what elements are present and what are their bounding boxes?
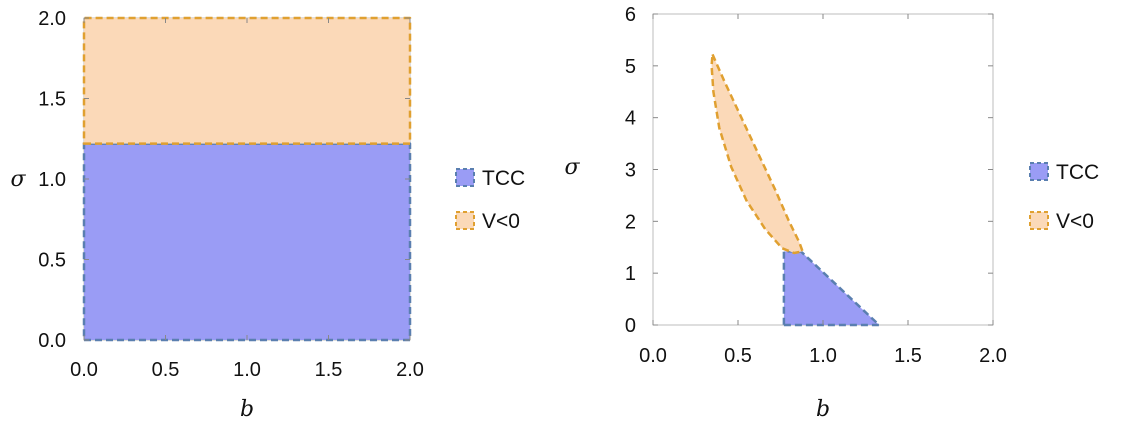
legend: TCC V<0 [1029, 161, 1099, 233]
y-tick-label: 2 [625, 211, 636, 233]
chart-1: 0.0 0.5 1.0 1.5 2.0 0.0 0.5 1.0 1.5 2.0 b σ TCC V<0 [10, 8, 525, 421]
x-tick-label: 0.5 [152, 359, 180, 381]
x-axis-label: b [816, 397, 830, 421]
legend: TCC V<0 [455, 167, 525, 233]
region-v0 [710, 53, 804, 255]
x-tick-label: 1.0 [233, 359, 261, 381]
x-tick-label: 2.0 [396, 359, 424, 381]
y-tick-label: 6 [625, 4, 636, 26]
y-tick-label: 5 [625, 56, 636, 78]
y-tick-label: 1.5 [38, 89, 66, 111]
y-tick-label: 3 [625, 160, 636, 182]
legend-swatch-v0 [455, 211, 475, 230]
region-v0 [82, 16, 412, 145]
y-tick-label: 2.0 [38, 8, 66, 30]
y-axis-label: σ [564, 155, 580, 180]
x-tick-label: 0.5 [724, 345, 752, 367]
y-tick-label: 1 [625, 263, 636, 285]
x-tick-label: 2.0 [979, 345, 1007, 367]
y-tick-label: 1.0 [38, 169, 66, 191]
region-tcc [782, 250, 881, 327]
x-tick-label: 0.0 [639, 345, 667, 367]
legend-label-v0: V<0 [1056, 210, 1094, 233]
x-tick-label: 1.5 [894, 345, 922, 367]
legend-swatch-tcc [455, 168, 475, 187]
legend-swatch-tcc [1029, 162, 1049, 181]
legend-label-v0: V<0 [482, 210, 520, 233]
y-tick-label: 0.5 [38, 250, 66, 272]
legend-swatch-v0 [1029, 211, 1049, 230]
y-axis-label: σ [10, 167, 26, 192]
legend-label-tcc: TCC [1056, 161, 1099, 184]
x-tick-label: 1.5 [315, 359, 343, 381]
region-tcc [82, 142, 412, 342]
y-tick-label: 0.0 [38, 330, 66, 352]
y-tick-label: 4 [625, 108, 636, 130]
x-axis-label: b [240, 397, 254, 421]
y-tick-label: 0 [625, 315, 636, 337]
chart-2: 0.0 0.5 1.0 1.5 2.0 0 1 2 3 4 5 6 b σ TCC V<0 [564, 4, 1099, 421]
legend-label-tcc: TCC [482, 167, 525, 190]
x-tick-label: 1.0 [809, 345, 837, 367]
x-tick-label: 0.0 [70, 359, 98, 381]
